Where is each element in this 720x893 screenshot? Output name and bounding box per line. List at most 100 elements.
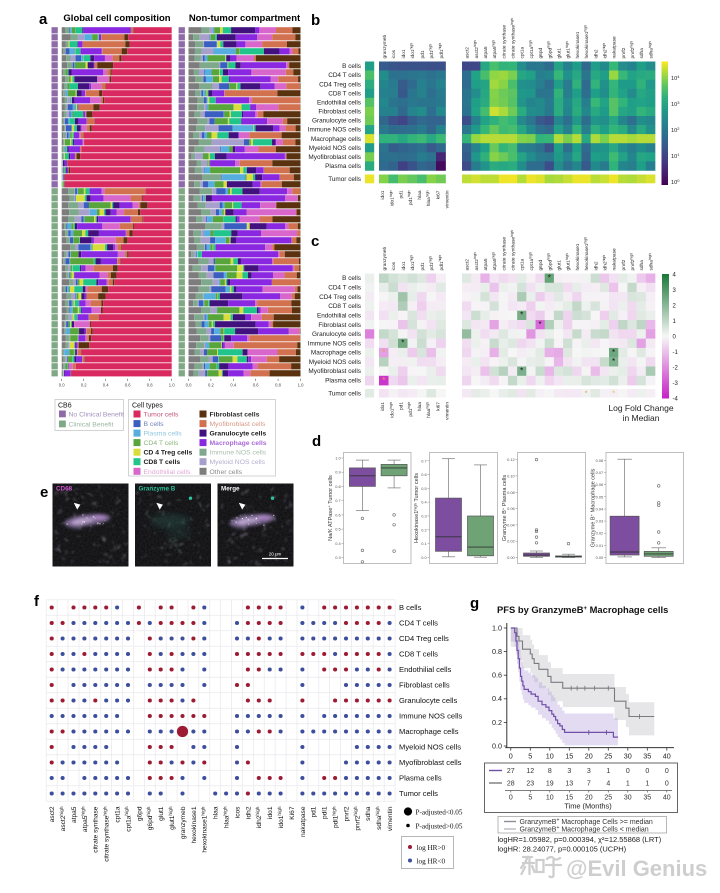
svg-text:0.1: 0.1 <box>421 541 426 546</box>
svg-text:0.8: 0.8 <box>147 383 153 388</box>
svg-text:atpa5: atpa5 <box>483 258 489 270</box>
svg-text:-3: -3 <box>673 381 679 387</box>
svg-text:ido1high: ido1high <box>389 402 396 418</box>
svg-text:0.6: 0.6 <box>253 383 259 388</box>
svg-text:Macrophage cells: Macrophage cells <box>399 727 459 736</box>
svg-text:f: f <box>34 593 40 610</box>
svg-text:icos: icos <box>234 806 241 818</box>
svg-text:Immune NOS cells: Immune NOS cells <box>308 340 361 347</box>
svg-text:b: b <box>311 12 320 29</box>
svg-text:Endothilial cells: Endothilial cells <box>399 665 452 674</box>
svg-text:3: 3 <box>587 768 591 775</box>
svg-text:pd1: pd1 <box>420 262 426 270</box>
svg-text:pnrf2high: pnrf2high <box>629 41 636 59</box>
svg-text:1: 1 <box>606 768 610 775</box>
svg-text:asct2high: asct2high <box>473 40 480 58</box>
svg-text:Plasma cells: Plasma cells <box>325 163 361 170</box>
svg-text:0.05: 0.05 <box>596 494 604 499</box>
svg-text:Endothilial cells: Endothilial cells <box>144 469 191 476</box>
svg-text:0: 0 <box>509 795 513 802</box>
svg-text:20: 20 <box>585 795 593 802</box>
svg-text:Granulocyte cells: Granulocyte cells <box>312 118 361 125</box>
svg-text:Plasma cells: Plasma cells <box>144 431 183 438</box>
svg-text:pnrf2high: pnrf2high <box>629 253 636 271</box>
svg-text:0.4: 0.4 <box>230 383 236 388</box>
svg-text:0.0: 0.0 <box>492 741 502 750</box>
svg-text:0.08: 0.08 <box>596 458 604 463</box>
svg-text:citrate synthase: citrate synthase <box>501 237 507 271</box>
svg-text:g6pdhigh: g6pdhigh <box>146 806 154 830</box>
svg-text:1: 1 <box>626 781 630 788</box>
svg-text:hlaa: hlaa <box>417 402 423 411</box>
svg-text:0.7: 0.7 <box>421 458 426 463</box>
svg-text:vimentin: vimentin <box>445 190 451 208</box>
svg-text:Cell types: Cell types <box>132 403 163 410</box>
svg-text:10: 10 <box>546 795 554 802</box>
svg-text:Fibroblast cells: Fibroblast cells <box>399 681 450 690</box>
svg-text:@Evil Genius: @Evil Genius <box>566 856 707 881</box>
svg-text:Macrophage cells: Macrophage cells <box>311 136 361 143</box>
svg-text:glut1: glut1 <box>557 260 563 271</box>
svg-text:Myofibroblast cells: Myofibroblast cells <box>308 154 361 161</box>
svg-text:atpa5high: atpa5high <box>492 252 499 271</box>
svg-text:0.10: 0.10 <box>507 473 515 478</box>
svg-text:0.04: 0.04 <box>596 507 604 512</box>
svg-text:0.3: 0.3 <box>335 555 340 560</box>
svg-text:pnrf2high: pnrf2high <box>353 806 361 830</box>
svg-text:ki67: ki67 <box>435 402 441 411</box>
svg-text:g6pdhigh: g6pdhigh <box>547 41 554 58</box>
svg-text:Na/K ATPase+ Tumor cells: Na/K ATPase+ Tumor cells <box>326 475 334 541</box>
svg-text:Plasma cells: Plasma cells <box>325 378 361 385</box>
svg-text:CD8 T cells: CD8 T cells <box>399 650 438 659</box>
svg-text:0.6: 0.6 <box>421 472 426 477</box>
svg-text:*: * <box>585 391 588 398</box>
svg-text:0.2: 0.2 <box>421 527 426 532</box>
svg-text:0: 0 <box>673 335 677 341</box>
svg-text:granzymeb: granzymeb <box>382 34 388 58</box>
svg-text:*: * <box>382 376 385 385</box>
svg-text:0.4: 0.4 <box>335 541 341 546</box>
svg-text:g6pd: g6pd <box>538 47 544 58</box>
svg-text:0.7: 0.7 <box>335 498 340 503</box>
svg-text:pnrf2: pnrf2 <box>621 259 627 270</box>
svg-text:granzymeb: granzymeb <box>382 246 388 270</box>
svg-text:atpa5high: atpa5high <box>492 40 499 59</box>
svg-text:30: 30 <box>624 795 632 802</box>
svg-text:pd1: pd1 <box>399 402 405 410</box>
svg-text:Granulocyte cells: Granulocyte cells <box>210 431 267 438</box>
svg-text:*: * <box>612 391 615 398</box>
svg-text:0.4: 0.4 <box>492 694 502 703</box>
svg-text:citrate synthase: citrate synthase <box>93 806 100 853</box>
svg-text:2: 2 <box>673 304 677 310</box>
svg-text:Merge: Merge <box>221 486 240 493</box>
svg-text:hlaahigh: hlaahigh <box>222 806 230 828</box>
svg-text:Myeloid NOS cells: Myeloid NOS cells <box>309 359 361 366</box>
svg-text:c: c <box>311 233 319 250</box>
svg-text:ido1high: ido1high <box>389 190 396 206</box>
svg-text:B cells: B cells <box>342 275 361 282</box>
svg-text:-1: -1 <box>673 350 679 356</box>
svg-text:hexokinase1high: hexokinase1high <box>584 25 591 59</box>
svg-text:Plasma cells: Plasma cells <box>399 774 442 783</box>
svg-text:P-adjusted>0.05: P-adjusted>0.05 <box>416 823 463 831</box>
svg-text:ido1high: ido1high <box>277 806 285 828</box>
svg-text:Immune NOS cells: Immune NOS cells <box>308 127 361 134</box>
svg-text:ido1: ido1 <box>401 49 407 58</box>
svg-text:icos: icos <box>391 49 397 58</box>
svg-text:d: d <box>312 433 321 450</box>
svg-text:0.8: 0.8 <box>335 484 340 489</box>
svg-text:Granulocyte cells: Granulocyte cells <box>399 696 457 705</box>
svg-text:sdhahigh: sdhahigh <box>375 806 383 830</box>
svg-text:Endothilial cells: Endothilial cells <box>317 100 361 107</box>
svg-text:pdl1high: pdl1high <box>331 806 339 828</box>
svg-text:1.0: 1.0 <box>335 456 341 461</box>
svg-text:Hexokinase1high Tumor cells: Hexokinase1high Tumor cells <box>412 473 420 543</box>
svg-text:granzymeb: granzymeb <box>180 806 187 839</box>
svg-text:*: * <box>612 357 615 366</box>
svg-text:27: 27 <box>507 768 515 775</box>
svg-text:-2: -2 <box>673 366 679 372</box>
svg-text:0.06: 0.06 <box>507 506 515 511</box>
svg-text:logHR=1.05982, p=0.000394, χ²=: logHR=1.05982, p=0.000394, χ²=12.55868 (… <box>498 835 662 844</box>
svg-text:0.02: 0.02 <box>507 539 515 544</box>
svg-text:GranzymeB+ Macrophage Cells >=: GranzymeB+ Macrophage Cells >= median <box>520 818 653 826</box>
